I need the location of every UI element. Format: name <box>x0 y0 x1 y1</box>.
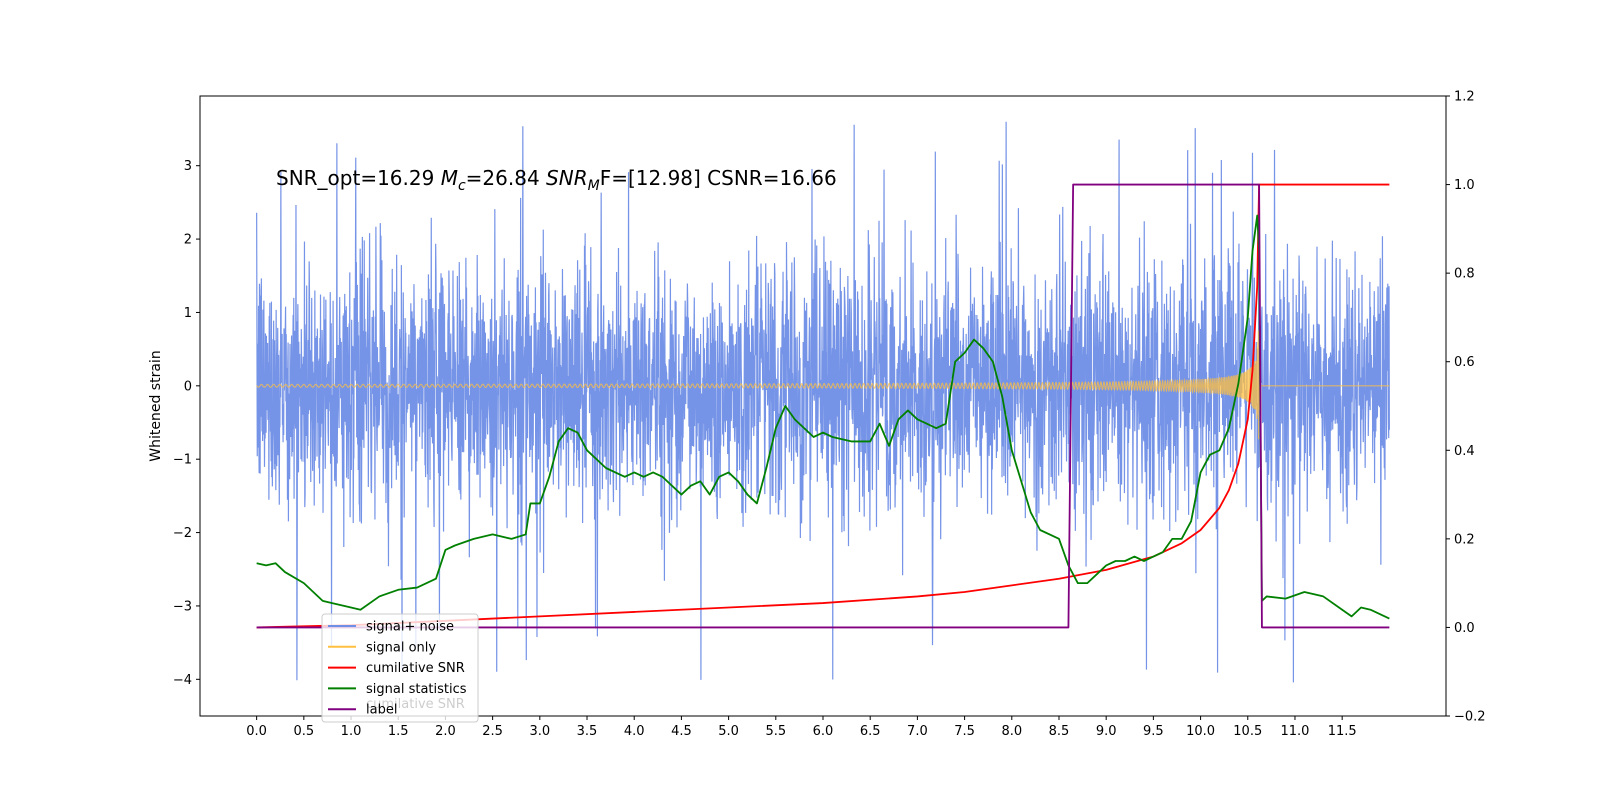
legend-label: signal+ noise <box>366 620 454 635</box>
legend-label: signal only <box>366 640 436 655</box>
series-line-signal-only <box>256 330 1390 440</box>
x-tick-label: 7.5 <box>954 724 975 739</box>
x-tick-label: 7.0 <box>907 724 928 739</box>
x-tick-label: 4.5 <box>671 724 692 739</box>
legend-label: cumilative SNR <box>366 661 465 676</box>
legend-box <box>321 613 479 723</box>
title-segment: M <box>588 178 600 194</box>
y-axis-label-left: Whitened strain <box>148 350 164 461</box>
y-axis-left: −4 −3 −2 −1 0 1 2 3 <box>173 159 200 688</box>
x-tick-label: 1.5 <box>388 724 409 739</box>
title-segment: F=[12.98] CSNR=16.66 <box>600 166 837 190</box>
y-right-tick-label: 0.4 <box>1454 444 1475 459</box>
x-tick-label: 3.0 <box>529 724 550 739</box>
series-line-signal-noise <box>256 121 1390 683</box>
chart-annotation: SNR_opt=16.29 Mc=26.84 SNRMF=[12.98] CSN… <box>276 166 837 194</box>
legend-label: label <box>366 703 397 718</box>
y-right-tick-label: 1.2 <box>1454 90 1475 105</box>
x-tick-label: 5.5 <box>765 724 786 739</box>
x-tick-label: 10.5 <box>1233 724 1262 739</box>
y-left-tick-label: −2 <box>173 526 192 541</box>
x-tick-label: 0.0 <box>246 724 267 739</box>
y-left-tick-label: 1 <box>184 306 192 321</box>
legend-label: signal statistics <box>366 682 467 697</box>
y-left-tick-label: 0 <box>184 379 192 394</box>
title-segment: =26.84 <box>466 166 546 190</box>
y-left-tick-label: −3 <box>173 599 192 614</box>
y-left-tick-label: 2 <box>184 233 192 248</box>
y-right-tick-label: 1.0 <box>1454 178 1475 193</box>
series-line-label <box>256 183 1390 629</box>
x-tick-label: 0.5 <box>293 724 314 739</box>
y-left-tick-label: 3 <box>184 159 192 174</box>
series-line-signal-statistics <box>256 214 1390 620</box>
y-left-tick-label: −1 <box>173 453 192 468</box>
x-tick-label: 1.0 <box>341 724 362 739</box>
y-right-tick-label: 0.8 <box>1454 267 1475 282</box>
x-tick-label: 8.5 <box>1049 724 1070 739</box>
title-segment: SNR_opt=16.29 <box>276 166 441 190</box>
x-tick-label: 10.0 <box>1186 724 1215 739</box>
series-layer <box>256 121 1390 683</box>
x-tick-label: 3.5 <box>577 724 598 739</box>
x-tick-label: 11.5 <box>1328 724 1357 739</box>
x-tick-label: 6.5 <box>860 724 881 739</box>
x-tick-label: 5.0 <box>718 724 739 739</box>
y-right-tick-label: −0.2 <box>1454 710 1486 725</box>
x-tick-label: 11.0 <box>1280 724 1309 739</box>
x-tick-label: 6.0 <box>813 724 834 739</box>
y-right-tick-label: 0.2 <box>1454 532 1475 547</box>
x-tick-label: 8.0 <box>1001 724 1022 739</box>
y-left-tick-label: −4 <box>173 673 192 688</box>
y-right-tick-label: 0.6 <box>1454 355 1475 370</box>
title-segment: SNR <box>546 166 588 190</box>
x-tick-label: 2.5 <box>482 724 503 739</box>
x-tick-label: 9.5 <box>1143 724 1164 739</box>
x-axis: 0.0 0.5 1.0 1.5 2.0 2.5 3.0 3.5 4.0 4.5 5.0 5.5 6.0 6… <box>246 716 1357 739</box>
x-tick-label: 9.0 <box>1096 724 1117 739</box>
x-tick-label: 4.0 <box>624 724 645 739</box>
y-axis-right: −0.2 0.0 0.2 0.4 0.6 0.8 1.0 1.2 <box>1446 90 1486 725</box>
title-segment: c <box>458 178 466 194</box>
title-segment: M <box>441 166 458 190</box>
y-right-tick-label: 0.0 <box>1454 621 1475 636</box>
x-tick-label: 2.0 <box>435 724 456 739</box>
